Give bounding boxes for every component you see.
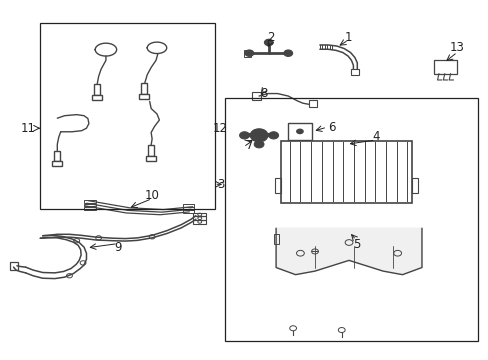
Bar: [433, 60, 457, 73]
Bar: [183, 210, 194, 213]
Circle shape: [284, 50, 292, 57]
Text: 9: 9: [114, 241, 122, 255]
Text: 1: 1: [344, 31, 351, 44]
Circle shape: [254, 141, 264, 148]
Bar: [146, 156, 156, 161]
Bar: [193, 213, 205, 216]
Text: 4: 4: [371, 130, 379, 143]
Circle shape: [295, 129, 303, 134]
Bar: [193, 216, 205, 220]
Bar: [411, 178, 417, 193]
Bar: [40, 23, 215, 208]
Bar: [139, 94, 149, 99]
Bar: [183, 204, 194, 207]
Bar: [273, 234, 278, 244]
Bar: [251, 93, 260, 100]
Text: 3: 3: [217, 178, 224, 191]
Bar: [243, 50, 251, 57]
Text: 2: 2: [266, 31, 274, 44]
Bar: [84, 207, 96, 210]
Text: 6: 6: [327, 121, 335, 134]
Bar: [94, 84, 100, 95]
Text: 12: 12: [212, 122, 227, 135]
Bar: [84, 203, 96, 206]
Bar: [84, 201, 96, 203]
Bar: [54, 151, 60, 161]
Bar: [10, 262, 18, 270]
Bar: [281, 141, 411, 203]
Bar: [193, 220, 205, 224]
Bar: [224, 98, 477, 341]
Circle shape: [264, 39, 273, 46]
Text: 13: 13: [449, 41, 464, 54]
Circle shape: [239, 132, 249, 139]
Circle shape: [250, 129, 267, 142]
Circle shape: [268, 132, 278, 139]
Bar: [148, 145, 154, 156]
Text: 7: 7: [245, 139, 253, 152]
Text: 8: 8: [260, 87, 267, 100]
Bar: [275, 178, 281, 193]
Bar: [351, 68, 359, 75]
Text: 11: 11: [20, 122, 36, 135]
Text: 10: 10: [144, 189, 159, 202]
Bar: [183, 207, 194, 210]
Bar: [141, 83, 147, 94]
Polygon shape: [276, 228, 421, 275]
Bar: [92, 95, 102, 100]
Text: 5: 5: [352, 238, 359, 251]
Bar: [308, 100, 317, 107]
Circle shape: [244, 50, 253, 57]
Bar: [52, 161, 62, 166]
Bar: [287, 123, 311, 140]
